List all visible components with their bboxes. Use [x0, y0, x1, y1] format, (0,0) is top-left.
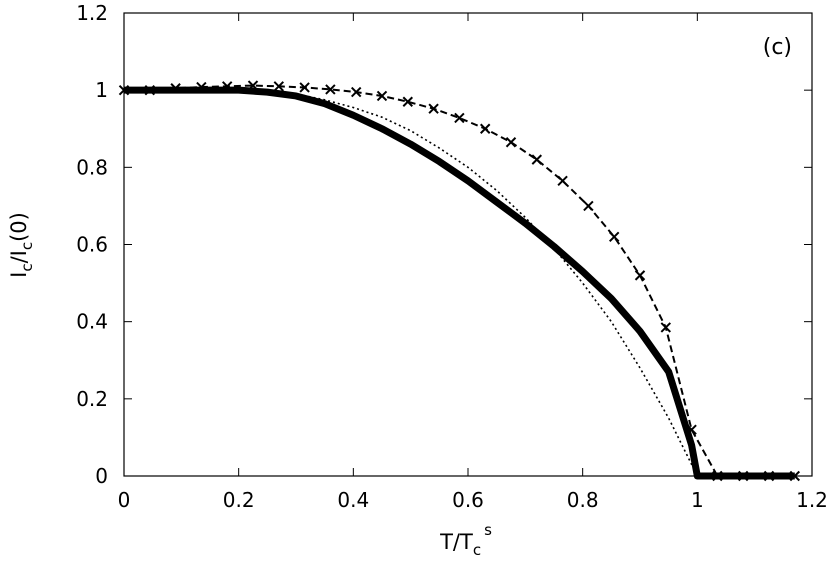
series-line-dashed	[124, 84, 795, 477]
y-axis-label-p3: (0)	[7, 212, 31, 242]
marker-stroke	[376, 90, 388, 102]
marker-stroke	[712, 470, 723, 482]
series-point-marker	[402, 96, 414, 107]
y-tick-label: 0.8	[76, 155, 108, 179]
marker-stroke	[428, 103, 439, 114]
y-axis-label-s2: c	[18, 242, 36, 250]
series-point-marker	[299, 82, 310, 93]
series-point-marker	[557, 175, 568, 187]
y-tick-label: 0.6	[76, 233, 108, 257]
series-point-marker	[608, 231, 620, 242]
y-axis-label-p2: /I	[7, 250, 31, 263]
plot-frame	[123, 12, 813, 477]
x-tick-label: 0.6	[452, 488, 484, 512]
series-point-marker	[247, 80, 259, 91]
marker-stroke	[531, 154, 543, 165]
y-tick-label: 0	[95, 464, 108, 488]
series-point-marker	[144, 84, 156, 96]
axis-ticks	[123, 12, 813, 477]
series-point-marker	[350, 86, 362, 98]
x-tick-label: 0.4	[337, 488, 369, 512]
x-tick-label: 0.8	[567, 488, 599, 512]
marker-stroke	[402, 96, 414, 107]
series-point-marker	[789, 470, 801, 482]
series-point-marker	[325, 84, 336, 95]
marker-stroke	[686, 424, 697, 435]
series-point-marker	[634, 270, 646, 281]
x-axis-label-main: T/T	[439, 530, 473, 554]
marker-stroke	[221, 81, 233, 92]
series-line-solid	[124, 86, 795, 480]
marker-stroke	[325, 84, 336, 95]
marker-stroke	[789, 470, 801, 482]
series-point-marker	[686, 424, 697, 435]
x-tick-label: 1.2	[796, 488, 828, 512]
series-point-marker	[170, 83, 181, 94]
marker-stroke	[479, 123, 491, 134]
x-tick-label: 0	[118, 488, 131, 512]
series-point-marker	[763, 470, 775, 482]
y-axis-label-s1: c	[18, 263, 36, 271]
marker-stroke	[299, 82, 310, 93]
marker-stroke	[118, 84, 130, 96]
y-tick-label: 1.2	[76, 1, 108, 25]
marker-stroke	[505, 137, 517, 148]
marker-stroke	[454, 112, 465, 124]
series-point-marker	[479, 123, 491, 134]
marker-stroke	[196, 81, 207, 93]
marker-stroke	[737, 470, 749, 482]
marker-stroke	[247, 80, 259, 91]
series-point-marker	[712, 470, 723, 482]
tick-labels: 0 0.2 0.4 0.6 0.8 1 1.2 0 0.2 0.4 0.6 0.8 1 1.2	[76, 1, 828, 512]
panel-label: (c)	[763, 35, 792, 60]
marker-stroke	[634, 270, 646, 281]
y-axis-label: Ic/Ic(0)	[7, 212, 36, 278]
x-axis-label-sup: s	[484, 521, 492, 539]
marker-stroke	[144, 84, 156, 96]
series-point-marker	[531, 154, 543, 165]
series-layer	[118, 80, 801, 482]
series-point-marker	[660, 322, 672, 333]
series-point-marker	[505, 137, 517, 148]
series-point-marker	[221, 81, 233, 92]
series-point-marker	[376, 90, 388, 102]
x-tick-label: 1	[691, 488, 704, 512]
marker-stroke	[763, 470, 775, 482]
marker-stroke	[170, 83, 181, 94]
series-point-marker	[454, 112, 465, 124]
series-point-marker	[118, 84, 130, 96]
series-point-marker	[196, 81, 207, 93]
series-point-marker	[737, 470, 749, 482]
marker-stroke	[608, 231, 620, 242]
marker-stroke	[583, 200, 594, 212]
y-axis-label-p1: I	[7, 272, 31, 278]
series-point-marker	[428, 103, 439, 114]
y-tick-label: 0.2	[76, 387, 108, 411]
x-axis-label: T/Tcs	[439, 521, 492, 559]
y-tick-label: 0.4	[76, 310, 108, 334]
marker-stroke	[557, 175, 568, 187]
marker-stroke	[350, 86, 362, 98]
y-tick-label: 1	[95, 78, 108, 102]
x-axis-label-sub: c	[473, 541, 481, 559]
series-point-marker	[583, 200, 594, 212]
marker-stroke	[273, 81, 285, 92]
marker-stroke	[660, 322, 672, 333]
x-tick-label: 0.2	[223, 488, 255, 512]
series-point-marker	[273, 81, 285, 92]
